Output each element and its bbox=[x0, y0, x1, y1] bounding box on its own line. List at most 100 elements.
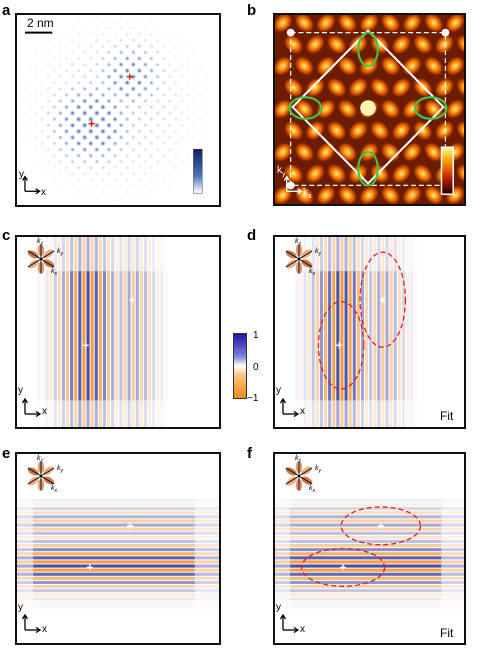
stm-spot bbox=[51, 140, 57, 147]
stm-spot bbox=[82, 25, 87, 31]
stm-spot bbox=[161, 56, 167, 61]
axis-arrows bbox=[279, 397, 300, 418]
stripe bbox=[17, 531, 219, 535]
fft-spot bbox=[293, 55, 315, 77]
axis-ky-label: ky bbox=[277, 165, 286, 178]
stm-spot bbox=[81, 121, 89, 129]
stm-spot bbox=[185, 92, 191, 98]
stm-spot bbox=[106, 25, 112, 31]
stm-spot bbox=[106, 73, 112, 80]
stm-spot bbox=[173, 80, 179, 86]
stripe bbox=[17, 503, 219, 507]
stm-spot bbox=[123, 79, 131, 87]
fft-spot bbox=[326, 77, 348, 98]
stripe bbox=[17, 572, 219, 576]
fft-spot bbox=[304, 77, 326, 98]
stripe bbox=[82, 237, 86, 427]
stm-spot bbox=[51, 153, 57, 159]
fft-spot bbox=[434, 77, 455, 98]
stm-spot bbox=[51, 104, 57, 110]
stm-spot bbox=[149, 31, 154, 37]
stm-spot bbox=[131, 15, 136, 19]
stm-spot bbox=[185, 129, 191, 134]
stm-spot bbox=[27, 68, 33, 73]
stm-spot bbox=[142, 73, 149, 80]
stm-spot bbox=[142, 147, 148, 153]
stm-spot bbox=[148, 67, 155, 74]
stm-spot bbox=[203, 86, 209, 92]
stm-spot bbox=[124, 43, 130, 50]
bragg-peak bbox=[286, 181, 295, 190]
stm-spot bbox=[58, 62, 63, 67]
edge-fade bbox=[17, 454, 219, 643]
stripe bbox=[156, 237, 160, 427]
stm-spot bbox=[81, 159, 88, 165]
stm-spot bbox=[39, 56, 45, 61]
stm-spot bbox=[136, 67, 143, 74]
stm-spot bbox=[81, 109, 89, 117]
stm-spot bbox=[124, 19, 130, 25]
stm-spot bbox=[100, 165, 106, 171]
stripe bbox=[86, 237, 90, 427]
stm-spot bbox=[105, 121, 113, 129]
stripe bbox=[275, 531, 464, 535]
stm-spot bbox=[112, 140, 119, 147]
stm-spot bbox=[112, 189, 118, 195]
edge-fade bbox=[275, 454, 464, 643]
stm-spot bbox=[57, 98, 64, 104]
stm-spot bbox=[27, 80, 33, 86]
stm-spot bbox=[130, 110, 136, 116]
stm-spot bbox=[63, 116, 70, 123]
stm-spot bbox=[154, 61, 161, 68]
stripe bbox=[275, 535, 464, 539]
colorbar-max: 1 bbox=[253, 330, 259, 341]
stm-spot bbox=[76, 80, 82, 86]
stm-spot bbox=[45, 62, 51, 67]
stm-spot bbox=[64, 68, 69, 74]
stripe-map: kz ky kx bbox=[275, 237, 464, 427]
stm-spot bbox=[118, 25, 124, 31]
stm-spot bbox=[99, 115, 107, 123]
stm-spot bbox=[82, 37, 88, 43]
stm-spot bbox=[130, 25, 136, 31]
stripe bbox=[37, 237, 41, 427]
stm-spot bbox=[124, 91, 131, 98]
stripe bbox=[315, 237, 319, 427]
stm-spot bbox=[39, 68, 45, 73]
stm-spot bbox=[27, 104, 33, 110]
stm-spot bbox=[100, 177, 106, 183]
stm-spot bbox=[76, 165, 82, 171]
orbital-label-ky: ky bbox=[57, 248, 64, 257]
stm-spot bbox=[70, 50, 75, 55]
stm-spot bbox=[81, 86, 88, 92]
stripe bbox=[17, 560, 219, 564]
stm-spot bbox=[203, 98, 209, 104]
fft-spot bbox=[455, 163, 464, 185]
fft-spot bbox=[380, 55, 401, 77]
stm-spot bbox=[112, 201, 118, 205]
fft-spot bbox=[326, 33, 348, 55]
fft-spot bbox=[369, 120, 391, 141]
axis-arrows-a bbox=[21, 175, 41, 195]
stm-spot bbox=[33, 62, 39, 67]
stm-spot bbox=[149, 153, 154, 159]
fft-spot bbox=[358, 184, 380, 204]
stm-spot bbox=[185, 153, 191, 158]
fft-spot bbox=[390, 33, 412, 55]
stm-spot bbox=[76, 177, 81, 183]
stripe bbox=[111, 237, 115, 427]
stripe bbox=[135, 237, 139, 427]
stm-spot bbox=[161, 104, 167, 110]
stm-spot bbox=[124, 177, 130, 183]
stripe bbox=[406, 237, 410, 427]
stripe bbox=[385, 237, 389, 427]
fft-spot bbox=[380, 184, 401, 204]
stripe bbox=[70, 237, 74, 427]
stm-spot bbox=[57, 86, 63, 92]
fft-spot bbox=[390, 77, 412, 98]
stm-spot bbox=[39, 104, 45, 110]
stm-spot bbox=[161, 31, 166, 37]
axis-arrows bbox=[279, 613, 300, 634]
fft-spot bbox=[434, 33, 455, 55]
stm-spot bbox=[117, 85, 125, 93]
